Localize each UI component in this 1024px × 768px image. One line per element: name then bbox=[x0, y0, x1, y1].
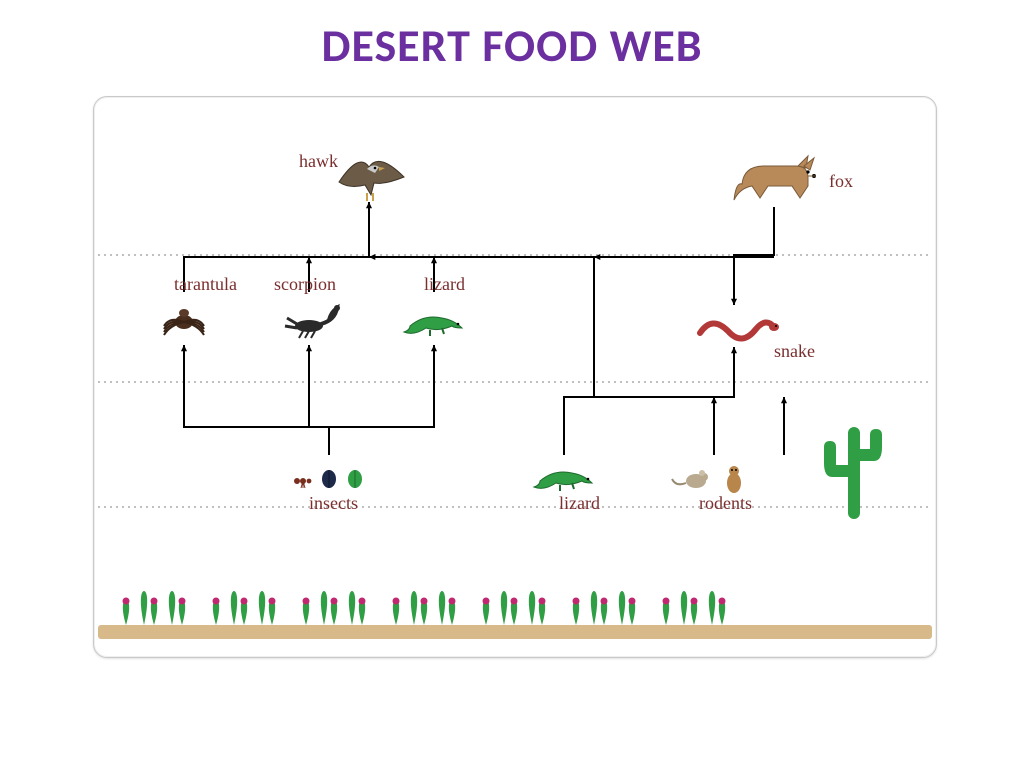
label-fox: fox bbox=[829, 171, 853, 191]
rodents-icon bbox=[672, 466, 741, 493]
title-text: DESERT FOOD WEB bbox=[321, 18, 702, 74]
page-title: DESERT FOOD WEB bbox=[0, 18, 1024, 74]
organism-hawk: hawk bbox=[299, 151, 404, 201]
organism-layer: hawk fox tarantula scorpion lizard snake insec… bbox=[164, 151, 882, 519]
label-tarantula: tarantula bbox=[174, 274, 237, 294]
organism-tarantula: tarantula bbox=[164, 274, 237, 335]
foodweb-svg: hawk fox tarantula scorpion lizard snake insec… bbox=[94, 97, 936, 657]
label-insects: insects bbox=[309, 493, 358, 513]
snake-icon bbox=[700, 322, 779, 338]
label-rodents: rodents bbox=[699, 493, 752, 513]
organism-lizard_m: lizard bbox=[404, 274, 465, 336]
label-snake: snake bbox=[774, 341, 815, 361]
lizard-icon bbox=[404, 317, 462, 336]
lizard-icon bbox=[534, 472, 592, 491]
hawk-icon bbox=[339, 161, 404, 201]
label-lizard_b: lizard bbox=[559, 493, 600, 513]
fox-icon bbox=[734, 156, 816, 200]
organism-cactus bbox=[824, 427, 882, 519]
foodweb-panel: hawk fox tarantula scorpion lizard snake insec… bbox=[93, 96, 937, 658]
label-hawk: hawk bbox=[299, 151, 338, 171]
cactus-icon bbox=[824, 427, 882, 519]
organism-insects: insects bbox=[294, 470, 362, 513]
label-scorpion: scorpion bbox=[274, 274, 336, 294]
foodweb-edges bbox=[181, 202, 787, 455]
ground-layer bbox=[98, 591, 932, 639]
organism-rodents: rodents bbox=[672, 466, 752, 513]
organism-snake: snake bbox=[700, 322, 815, 361]
organism-fox: fox bbox=[734, 156, 853, 200]
tarantula-icon bbox=[164, 309, 204, 335]
scorpion-icon bbox=[285, 305, 340, 338]
organism-scorpion: scorpion bbox=[274, 274, 340, 338]
label-lizard_m: lizard bbox=[424, 274, 465, 294]
insects-icon bbox=[294, 470, 362, 488]
